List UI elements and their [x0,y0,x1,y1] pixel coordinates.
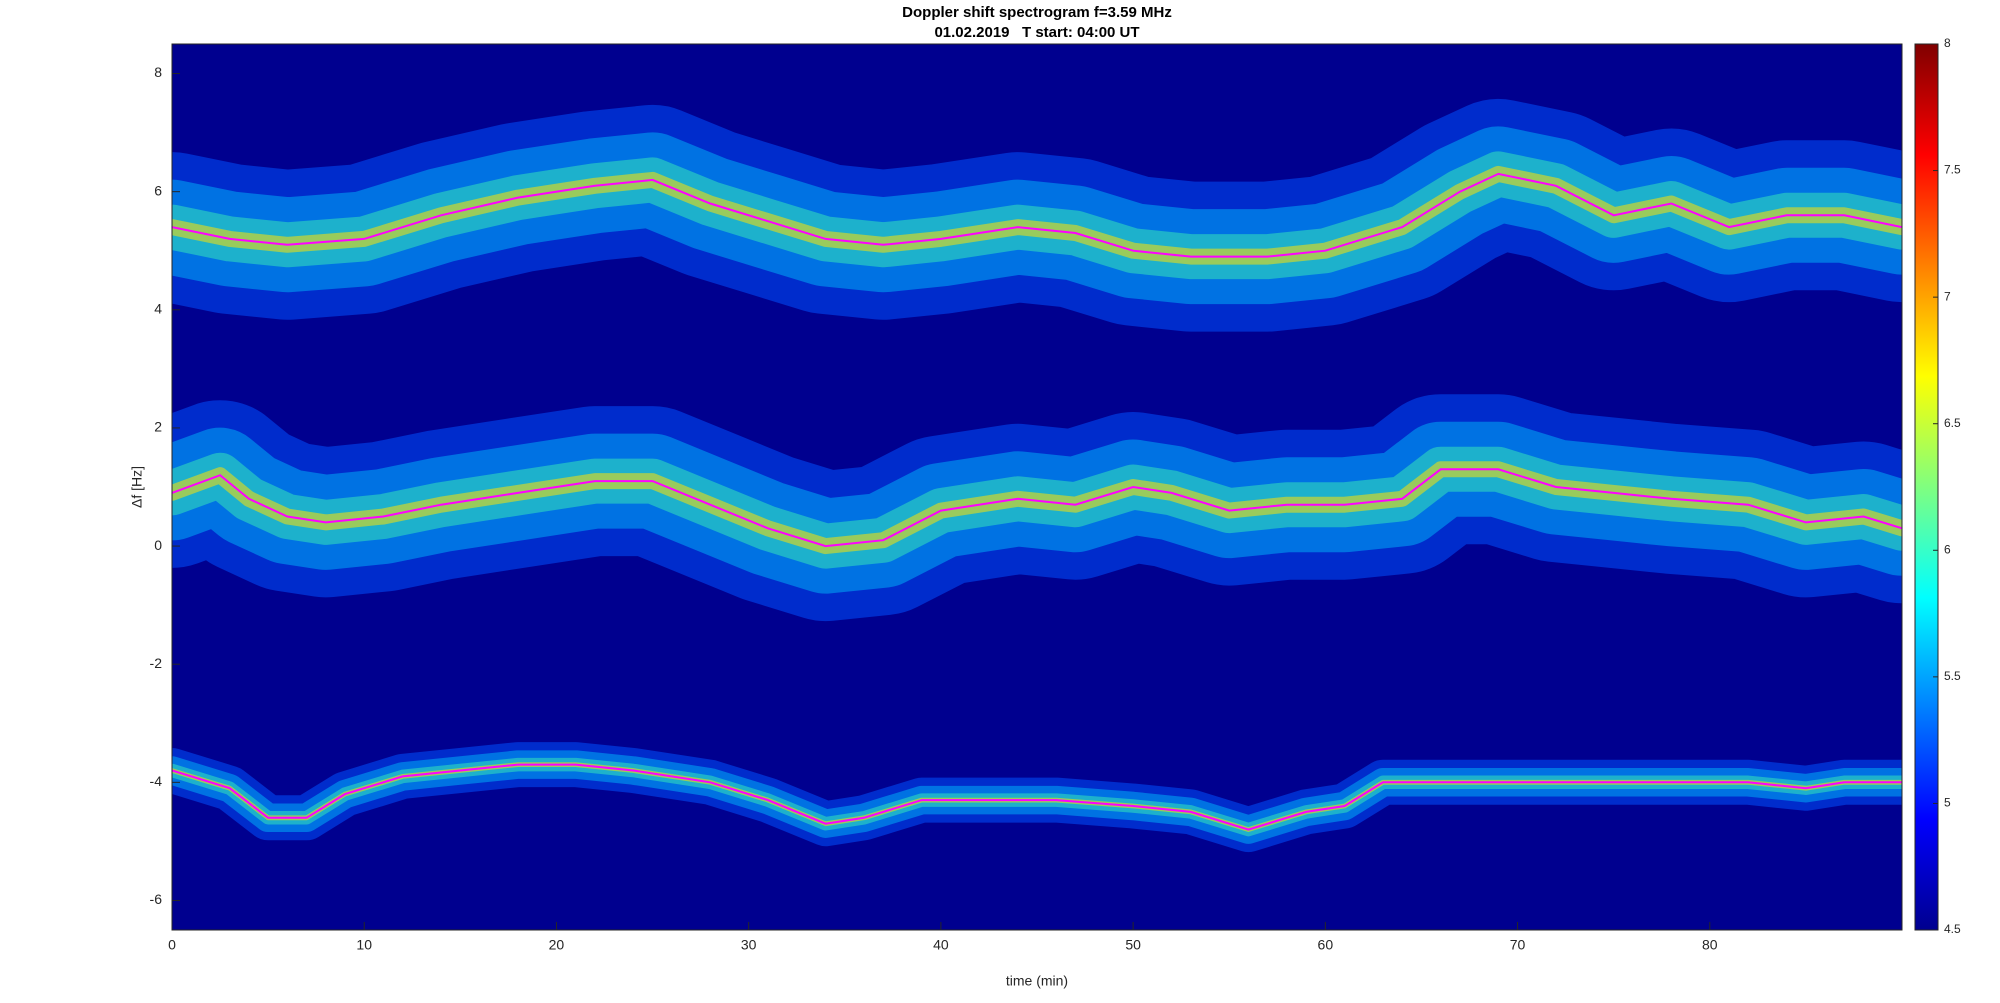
y-axis-label: Δf [Hz] [129,466,145,508]
y-tick-label: 2 [154,419,162,435]
x-tick-label: 30 [741,937,757,953]
y-tick-label: -4 [150,773,163,789]
axes-box [171,43,1903,931]
colorbar-tick-label: 6.5 [1944,416,1961,430]
y-tick-label: 8 [154,64,162,80]
doppler-trace [172,172,1902,258]
x-tick-label: 60 [1318,937,1334,953]
y-tick-label: 4 [154,301,162,317]
doppler-trace [172,763,1902,831]
colorbar-tick-label: 4.5 [1944,922,1961,936]
doppler-trace [172,468,1902,548]
colorbar-tick-label: 5 [1944,796,1951,810]
chart-subtitle: 01.02.2019 T start: 04:00 UT [934,24,1139,41]
colorbar-box [1914,43,1939,931]
x-tick-label: 0 [168,937,176,953]
colorbar [1915,44,1938,930]
x-tick-label: 50 [1125,937,1141,953]
colorbar-tick-label: 8 [1944,36,1951,50]
x-tick-label: 10 [356,937,372,953]
y-tick-label: -2 [150,655,163,671]
colorbar-tick-label: 7.5 [1944,163,1961,177]
y-tick-label: 6 [154,182,162,198]
x-tick-label: 70 [1510,937,1526,953]
x-axis-label: time (min) [1006,973,1068,989]
plot-area [172,98,1902,853]
x-tick-label: 80 [1702,937,1718,953]
colorbar-tick-label: 6 [1944,542,1951,556]
colorbar-tick-label: 5.5 [1944,669,1961,683]
y-tick-label: 0 [154,537,162,553]
x-tick-label: 40 [933,937,949,953]
y-tick-label: -6 [150,891,163,907]
colorbar-tick-label: 7 [1944,289,1951,303]
x-tick-label: 20 [549,937,565,953]
chart-title: Doppler shift spectrogram f=3.59 MHz [902,4,1172,21]
